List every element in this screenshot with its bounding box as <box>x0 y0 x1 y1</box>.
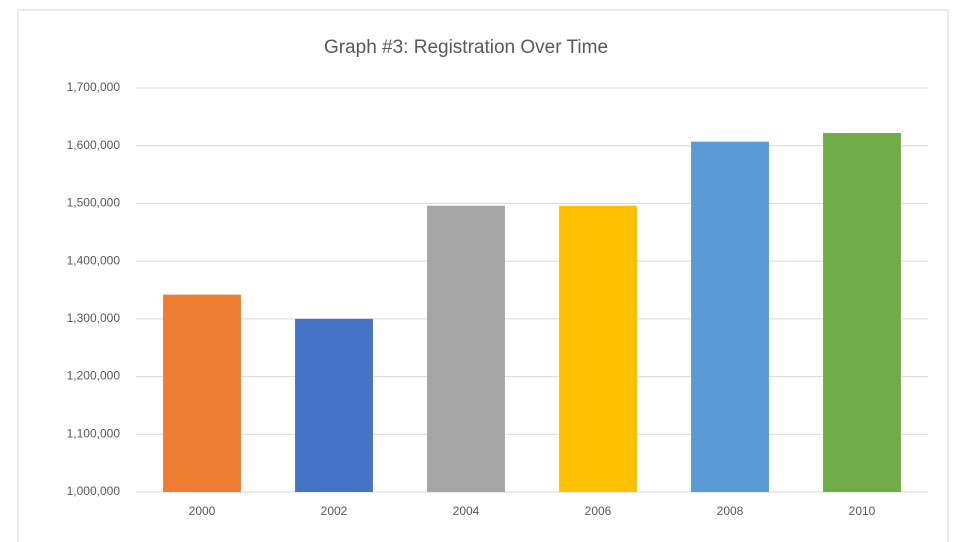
y-tick-label: 1,100,000 <box>67 426 121 440</box>
y-tick-label: 1,400,000 <box>67 253 121 267</box>
bar <box>427 205 505 493</box>
x-tick-label: 2004 <box>453 504 480 518</box>
x-tick-label: 2010 <box>849 504 876 518</box>
bar <box>295 318 373 492</box>
y-tick-label: 1,000,000 <box>67 484 121 498</box>
x-tick-label: 2000 <box>189 504 216 518</box>
bar <box>559 205 637 493</box>
y-tick-label: 1,200,000 <box>67 369 121 383</box>
x-tick-label: 2002 <box>321 504 348 518</box>
y-tick-label: 1,300,000 <box>67 311 121 325</box>
x-tick-label: 2008 <box>717 504 744 518</box>
bar <box>691 141 769 492</box>
y-tick-label: 1,600,000 <box>67 138 121 152</box>
x-tick-label: 2006 <box>585 504 612 518</box>
y-tick-label: 1,500,000 <box>67 196 121 210</box>
chart-title: Graph #3: Registration Over Time <box>324 37 608 58</box>
bar <box>823 133 901 492</box>
y-tick-label: 1,700,000 <box>67 80 121 94</box>
bar <box>163 294 241 492</box>
